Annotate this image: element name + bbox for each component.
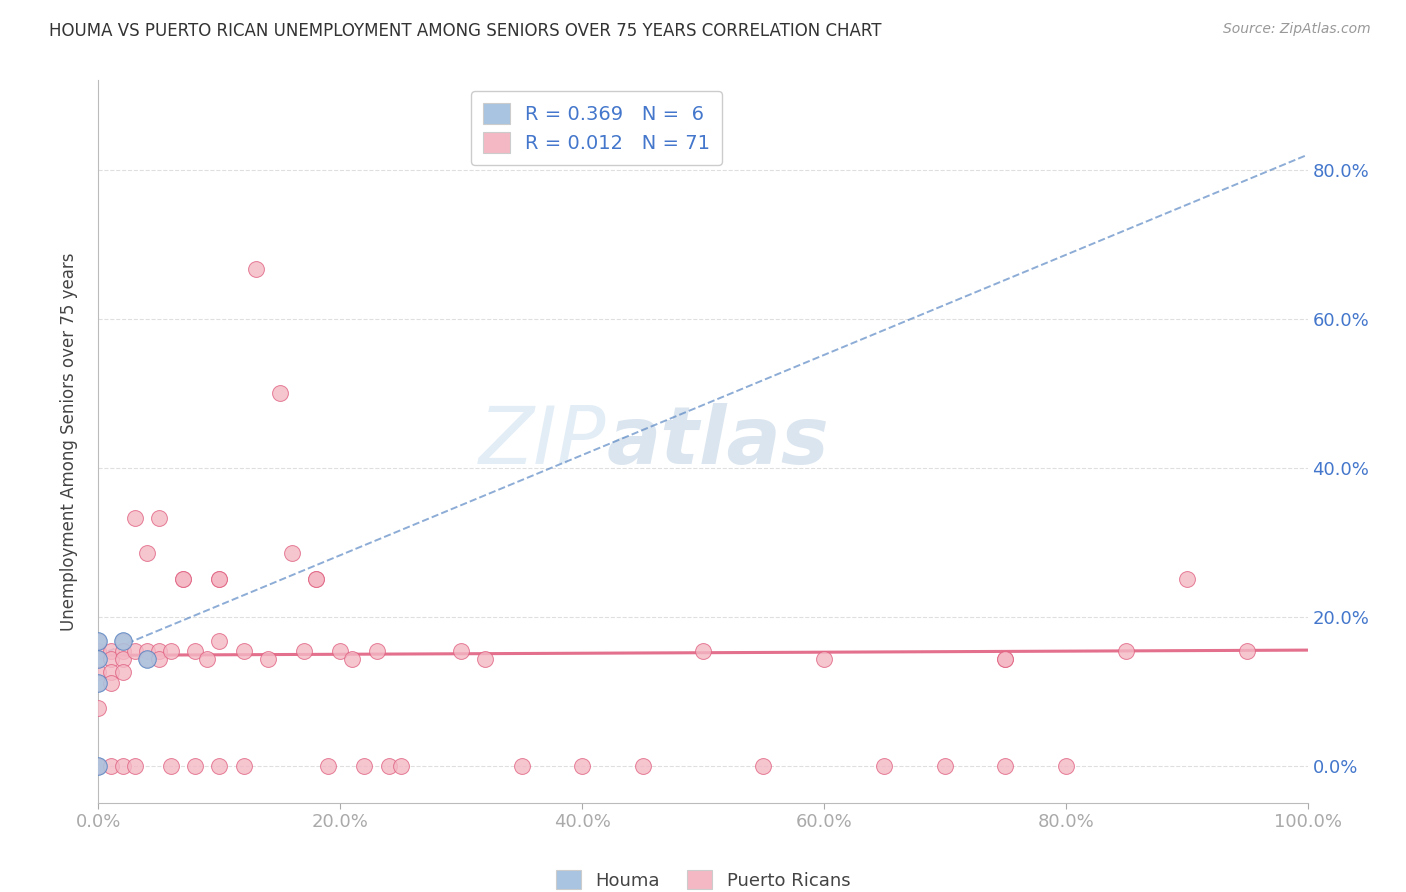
Point <box>87 644 110 658</box>
Point <box>148 652 170 666</box>
Point <box>510 758 533 772</box>
Point <box>160 758 183 772</box>
Point <box>87 634 110 648</box>
Point <box>111 644 134 658</box>
Point <box>208 572 231 586</box>
Point <box>1236 644 1258 658</box>
Point <box>692 644 714 658</box>
Point <box>87 758 110 772</box>
Point <box>87 676 110 690</box>
Point <box>208 572 231 586</box>
Point <box>208 758 231 772</box>
Point <box>87 665 110 680</box>
Point <box>389 758 412 772</box>
Point <box>100 644 122 658</box>
Point <box>124 644 146 658</box>
Point <box>1175 572 1198 586</box>
Point <box>100 758 122 772</box>
Point <box>195 652 218 666</box>
Point <box>752 758 775 772</box>
Text: HOUMA VS PUERTO RICAN UNEMPLOYMENT AMONG SENIORS OVER 75 YEARS CORRELATION CHART: HOUMA VS PUERTO RICAN UNEMPLOYMENT AMONG… <box>49 22 882 40</box>
Point <box>377 758 399 772</box>
Point <box>994 758 1017 772</box>
Point <box>316 758 339 772</box>
Point <box>305 572 328 586</box>
Point <box>87 701 110 715</box>
Point <box>87 758 110 772</box>
Text: Source: ZipAtlas.com: Source: ZipAtlas.com <box>1223 22 1371 37</box>
Point <box>100 665 122 680</box>
Point <box>87 652 110 666</box>
Point <box>100 676 122 690</box>
Point <box>148 644 170 658</box>
Point <box>353 758 375 772</box>
Point <box>1115 644 1137 658</box>
Point <box>450 644 472 658</box>
Point <box>87 652 110 666</box>
Point <box>124 758 146 772</box>
Point <box>111 758 134 772</box>
Point <box>111 634 134 648</box>
Point <box>124 510 146 524</box>
Point <box>305 572 328 586</box>
Point <box>329 644 352 658</box>
Point <box>281 545 304 559</box>
Point <box>135 652 157 666</box>
Point <box>994 652 1017 666</box>
Y-axis label: Unemployment Among Seniors over 75 years: Unemployment Among Seniors over 75 years <box>59 252 77 631</box>
Point <box>232 758 254 772</box>
Point <box>571 758 593 772</box>
Point <box>184 758 207 772</box>
Point <box>873 758 896 772</box>
Point <box>342 652 364 666</box>
Point <box>87 758 110 772</box>
Point <box>111 652 134 666</box>
Point <box>100 652 122 666</box>
Point <box>232 644 254 658</box>
Text: ZIP: ZIP <box>479 402 606 481</box>
Point <box>1054 758 1077 772</box>
Point <box>184 644 207 658</box>
Text: atlas: atlas <box>606 402 830 481</box>
Point <box>135 545 157 559</box>
Point <box>87 634 110 648</box>
Point <box>474 652 496 666</box>
Point <box>208 634 231 648</box>
Point <box>172 572 194 586</box>
Point <box>148 510 170 524</box>
Point <box>292 644 315 658</box>
Point <box>934 758 956 772</box>
Point <box>366 644 388 658</box>
Point <box>994 652 1017 666</box>
Legend: Houma, Puerto Ricans: Houma, Puerto Ricans <box>548 863 858 892</box>
Point <box>813 652 835 666</box>
Point <box>631 758 654 772</box>
Point <box>256 652 278 666</box>
Point <box>111 634 134 648</box>
Point <box>111 665 134 680</box>
Point <box>245 261 267 276</box>
Point <box>135 652 157 666</box>
Point <box>269 386 291 401</box>
Point <box>87 676 110 690</box>
Point <box>135 644 157 658</box>
Point <box>172 572 194 586</box>
Point <box>160 644 183 658</box>
